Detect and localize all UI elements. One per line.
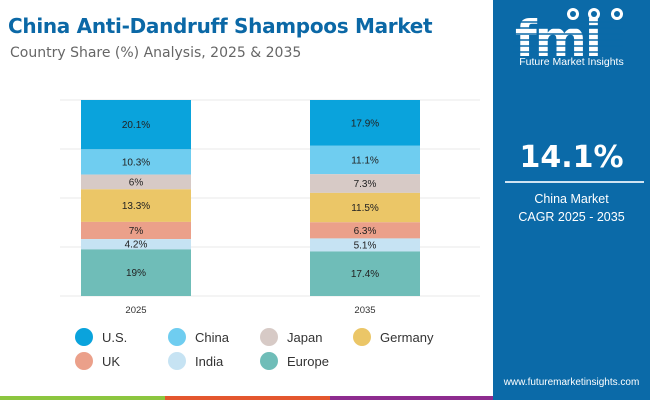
- bar-segment-china-2035: [310, 145, 420, 175]
- bar-segment-japan-2025: [81, 174, 191, 190]
- cagr-label-line1: China Market: [534, 192, 609, 206]
- legend-swatch: [168, 352, 186, 370]
- x-tick-label: 2035: [354, 305, 375, 316]
- bar-segment-china-2025: [81, 149, 191, 175]
- legend-label: Europe: [287, 353, 329, 369]
- cagr-label-line2: CAGR 2025 - 2035: [518, 210, 625, 224]
- data-label: 11.5%: [351, 203, 379, 214]
- legend-label: Germany: [380, 329, 434, 345]
- bar-segment-india-2025: [81, 239, 191, 250]
- legend-label: China: [195, 329, 229, 345]
- data-label: 20.1%: [122, 120, 150, 131]
- data-label: 5.1%: [354, 240, 377, 251]
- legend-label: UK: [102, 353, 121, 369]
- bar-segment-europe-2035: [310, 251, 420, 296]
- data-label: 17.9%: [351, 118, 379, 129]
- legend-item-germany: Germany: [353, 328, 433, 346]
- bar-segment-europe-2025: [81, 249, 191, 296]
- website-link[interactable]: www.futuremarketinsights.com: [503, 377, 640, 388]
- brand-name: Future Market Insights: [519, 56, 624, 68]
- data-label: 7.3%: [354, 179, 377, 190]
- chart-title: China Anti-Dandruff Shampoos Market: [8, 14, 433, 38]
- legend-item-uk: UK: [75, 352, 120, 370]
- bottom-stripe-purple: [330, 396, 493, 400]
- bottom-stripe-green: [0, 396, 165, 400]
- data-label: 6.3%: [354, 226, 377, 237]
- sidebar-panel: fmi Future Market Insights 14.1% China M…: [493, 0, 650, 400]
- bottom-stripe-orange: [165, 396, 330, 400]
- data-label: 6%: [129, 177, 144, 188]
- legend-swatch: [168, 328, 186, 346]
- stacked-bar-chart: 20.1% 10.3% 6% 13.3% 7% 4.2% 19% 2025 17.9% 11.1%…: [60, 99, 480, 316]
- bar-segment-us-2025: [81, 100, 191, 150]
- legend-item-japan: Japan: [260, 328, 322, 346]
- bar-segment-us-2035: [310, 100, 420, 146]
- data-label: 13.3%: [122, 201, 150, 212]
- svg-text:fmi: fmi: [515, 10, 600, 68]
- legend-swatch: [260, 352, 278, 370]
- legend-label: India: [195, 353, 224, 369]
- legend-label: Japan: [287, 329, 323, 345]
- bar-segment-uk-2035: [310, 222, 420, 239]
- data-label: 11.1%: [351, 156, 379, 167]
- legend-item-india: India: [168, 352, 223, 370]
- data-label: 10.3%: [122, 157, 150, 168]
- bar-segment-germany-2025: [81, 189, 191, 222]
- x-tick-label: 2025: [125, 305, 146, 316]
- legend-swatch: [75, 352, 93, 370]
- legend-item-europe: Europe: [260, 352, 329, 370]
- chart-subtitle: Country Share (%) Analysis, 2025 & 2035: [10, 45, 302, 61]
- data-label: 17.4%: [351, 269, 379, 280]
- divider: [505, 181, 644, 183]
- bar-segment-japan-2035: [310, 174, 420, 193]
- legend-item-us: U.S.: [75, 328, 127, 346]
- legend-swatch: [353, 328, 371, 346]
- bar-segment-germany-2035: [310, 192, 420, 223]
- bar-segment-india-2035: [310, 238, 420, 252]
- cagr-value: 14.1%: [519, 140, 624, 175]
- legend-swatch: [75, 328, 93, 346]
- legend-item-china: China: [168, 328, 229, 346]
- legend-label: U.S.: [102, 329, 128, 345]
- data-label: 19%: [126, 268, 146, 279]
- data-label: 7%: [129, 226, 144, 237]
- legend-swatch: [260, 328, 278, 346]
- bar-segment-uk-2025: [81, 221, 191, 240]
- cagr-label: China Market CAGR 2025 - 2035: [493, 190, 650, 226]
- data-label: 4.2%: [125, 240, 148, 251]
- fmi-logo-icon: fmi: [513, 8, 623, 68]
